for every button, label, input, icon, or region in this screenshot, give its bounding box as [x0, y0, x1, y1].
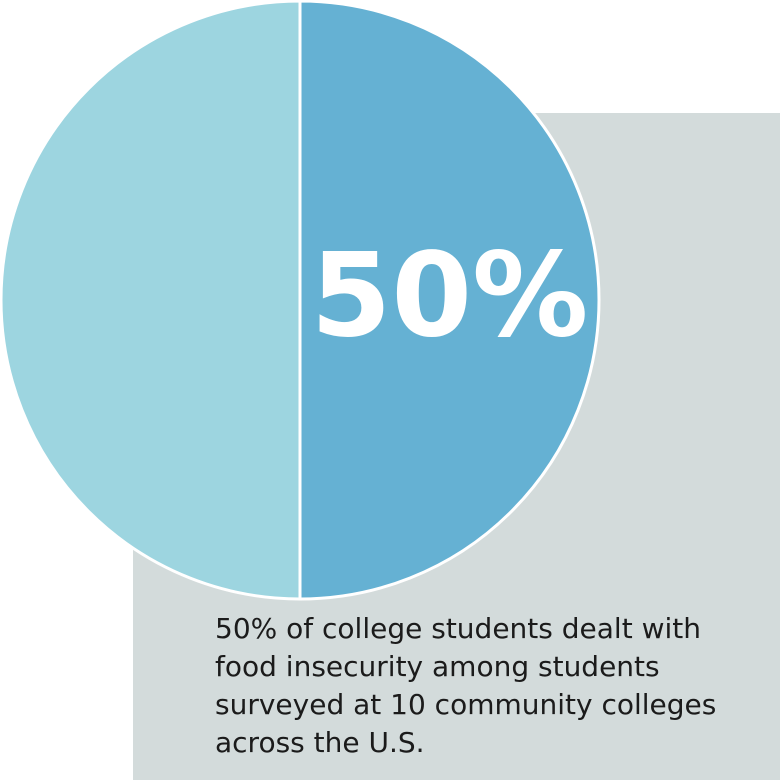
pie-slice	[0, 0, 302, 601]
pie	[0, 0, 601, 601]
caption-line: 50% of college students dealt with	[215, 612, 701, 645]
caption-line: across the U.S.	[215, 726, 425, 759]
pie-slice	[298, 0, 601, 601]
value-label: 50%	[311, 229, 589, 364]
caption-line: food insecurity among students	[215, 650, 660, 683]
caption-line: surveyed at 10 community colleges	[215, 688, 716, 721]
labels: 50% 50% of college students dealt with foo…	[215, 229, 716, 759]
